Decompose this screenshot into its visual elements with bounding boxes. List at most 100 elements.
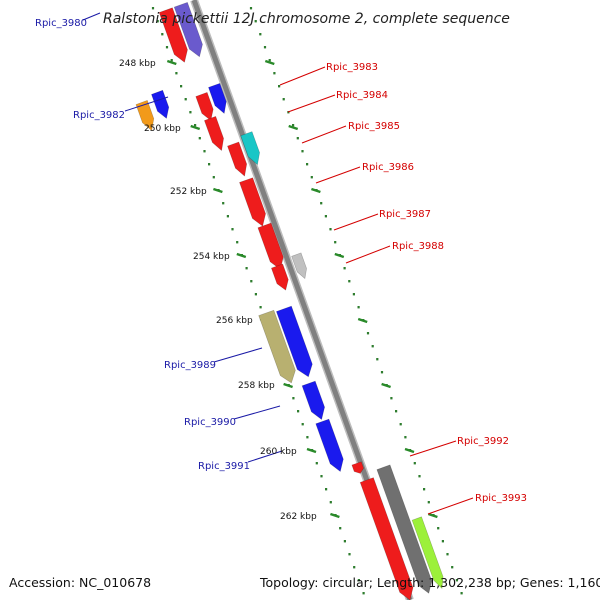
gene-arrow[interactable] xyxy=(208,83,227,114)
track-dot xyxy=(339,527,342,530)
leader-line xyxy=(124,96,169,112)
tick-mark xyxy=(190,124,201,131)
gene-arrow[interactable] xyxy=(257,222,284,270)
gene-arrow[interactable] xyxy=(258,309,296,384)
leader-line xyxy=(247,450,283,463)
tick-mark xyxy=(264,59,275,66)
gene-arrow[interactable] xyxy=(173,2,203,58)
track-dot xyxy=(231,228,234,231)
gene-arrow[interactable] xyxy=(359,477,414,600)
tick-mark xyxy=(404,447,415,454)
track-dot xyxy=(357,579,360,582)
leader-line xyxy=(301,125,347,144)
track-dot xyxy=(343,540,346,543)
gene-arrow[interactable] xyxy=(276,305,313,378)
track-dot xyxy=(427,501,430,504)
gene-arrow[interactable] xyxy=(411,516,444,590)
dotted-tracks xyxy=(151,7,463,595)
gene-label-rpic-3985[interactable]: Rpic_3985 xyxy=(348,121,400,132)
track-dot xyxy=(208,163,211,166)
tick-mark xyxy=(283,382,293,389)
gene-label-rpic-3993[interactable]: Rpic_3993 xyxy=(475,493,527,504)
track-dot xyxy=(203,150,206,153)
gene-arrow[interactable] xyxy=(351,461,364,474)
track-dot xyxy=(315,462,318,465)
leader-line xyxy=(427,497,474,515)
gene-arrow[interactable] xyxy=(204,116,224,152)
track-dot xyxy=(161,33,164,36)
tick-mark xyxy=(213,187,223,194)
gene-arrow[interactable] xyxy=(195,92,214,122)
gene-arrow[interactable] xyxy=(271,263,289,291)
track-dot xyxy=(198,137,201,140)
leader-line xyxy=(287,94,336,113)
track-dot xyxy=(460,592,463,595)
track-dot xyxy=(348,280,351,283)
gene-label-rpic-3991[interactable]: Rpic_3991 xyxy=(198,461,250,472)
track-dot xyxy=(310,176,313,179)
track-dot xyxy=(441,540,444,543)
track-dot xyxy=(282,98,285,101)
track-dot xyxy=(278,85,281,88)
gene-label-rpic-3980[interactable]: Rpic_3980 xyxy=(35,18,87,29)
track-dot xyxy=(292,124,295,127)
leader-line xyxy=(233,405,281,420)
gene-label-rpic-3986[interactable]: Rpic_3986 xyxy=(362,162,414,173)
gene-label-rpic-3992[interactable]: Rpic_3992 xyxy=(457,436,509,447)
gene-arrow[interactable] xyxy=(227,141,248,177)
tick-label: 258 kbp xyxy=(238,381,275,391)
gene-arrow[interactable] xyxy=(315,418,344,473)
gene-arrow[interactable] xyxy=(239,177,266,227)
gene-label-rpic-3989[interactable]: Rpic_3989 xyxy=(164,360,216,371)
accession-text: Accession: NC_010678 xyxy=(9,575,151,590)
track-dot xyxy=(268,59,271,62)
track-dot xyxy=(380,371,384,374)
track-dot xyxy=(329,501,332,504)
track-dot xyxy=(301,150,304,153)
tick-mark xyxy=(306,447,317,454)
gene-label-rpic-3982[interactable]: Rpic_3982 xyxy=(73,110,125,121)
leader-line xyxy=(409,440,457,457)
track-dot xyxy=(245,267,248,270)
tick-mark xyxy=(334,252,345,259)
label-leaders xyxy=(82,12,474,515)
gene-label-rpic-3984[interactable]: Rpic_3984 xyxy=(336,90,388,101)
tick-mark xyxy=(288,124,299,131)
gene-arrow[interactable] xyxy=(240,131,260,166)
gene-arrow[interactable] xyxy=(291,252,307,280)
gene-arrow[interactable] xyxy=(376,464,433,594)
track-dot xyxy=(236,241,239,244)
track-dot xyxy=(273,72,276,75)
track-dot xyxy=(353,566,356,569)
track-dot xyxy=(320,475,323,478)
gene-arrow[interactable] xyxy=(135,100,155,132)
track-dot xyxy=(194,124,197,127)
track-dot xyxy=(250,280,253,283)
track-dot xyxy=(395,410,398,413)
gene-label-rpic-3987[interactable]: Rpic_3987 xyxy=(379,209,431,220)
track-dot xyxy=(156,20,159,23)
track-dot xyxy=(297,410,300,413)
tick-label: 262 kbp xyxy=(280,512,317,522)
gene-label-rpic-3988[interactable]: Rpic_3988 xyxy=(392,241,444,252)
track-dot xyxy=(254,20,257,23)
track-dot xyxy=(180,85,183,88)
tick-label: 260 kbp xyxy=(260,447,297,457)
track-dot xyxy=(259,306,262,309)
track-dot xyxy=(184,98,187,101)
gene-arrow[interactable] xyxy=(151,89,170,119)
gene-label-rpic-3983[interactable]: Rpic_3983 xyxy=(326,62,378,73)
tick-mark xyxy=(311,187,321,194)
gene-label-rpic-3990[interactable]: Rpic_3990 xyxy=(184,417,236,428)
gene-arrow[interactable] xyxy=(301,380,325,421)
tick-mark xyxy=(166,59,177,66)
track-dot xyxy=(165,46,169,49)
track-dot xyxy=(371,345,374,348)
track-dot xyxy=(404,436,407,439)
leader-line xyxy=(333,213,379,231)
track-dot xyxy=(226,215,229,218)
gene-arrow[interactable] xyxy=(158,7,188,63)
gene-features xyxy=(135,2,444,600)
track-dot xyxy=(362,592,365,595)
